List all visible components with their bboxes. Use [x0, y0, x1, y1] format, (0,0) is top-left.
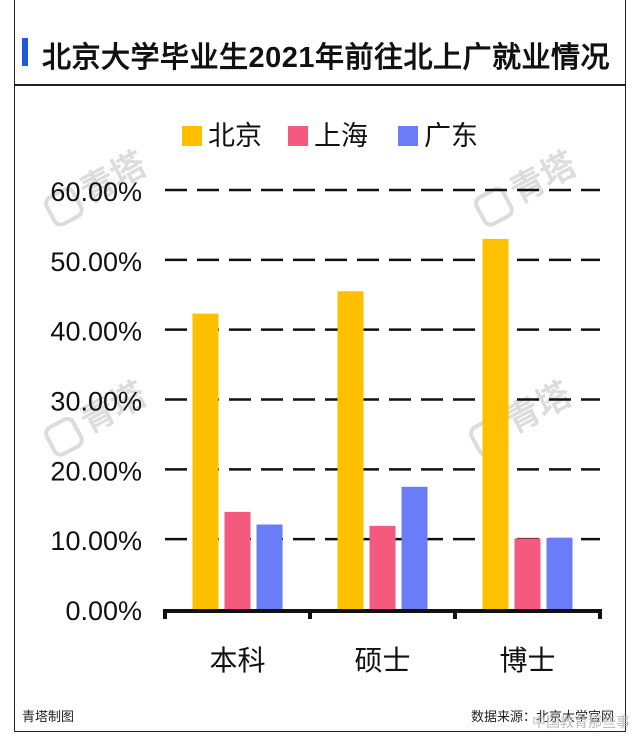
y-tick-label: 40.00% — [50, 317, 142, 347]
bar-广东-硕士 — [401, 486, 428, 609]
x-tick-label: 本科 — [209, 645, 265, 676]
legend-swatch-北京 — [182, 126, 202, 146]
y-tick-label: 30.00% — [50, 387, 142, 417]
bar-上海-本科 — [224, 511, 251, 609]
y-tick-label: 10.00% — [50, 526, 142, 556]
chart-title: 北京大学毕业生2021年前往北上广就业情况 — [42, 42, 611, 74]
footer-source: 数据来源：北京大学官网 — [470, 709, 614, 724]
legend-label-上海: 上海 — [314, 121, 368, 151]
bar-上海-博士 — [514, 538, 541, 609]
title-divider — [14, 84, 626, 86]
bar-广东-博士 — [546, 537, 573, 609]
bar-广东-本科 — [256, 524, 283, 609]
footer-credit: 青塔制图 — [22, 709, 75, 724]
legend-label-广东: 广东 — [424, 121, 478, 151]
corner-watermark: 中国教育那些事 — [532, 714, 630, 730]
legend-swatch-上海 — [288, 126, 308, 146]
bar-北京-硕士 — [337, 291, 364, 609]
legend-swatch-广东 — [398, 126, 418, 146]
y-tick-label: 50.00% — [50, 247, 142, 277]
title-accent-bar — [22, 38, 28, 66]
legend-label-北京: 北京 — [208, 121, 262, 151]
y-tick-label: 20.00% — [50, 456, 142, 486]
bar-上海-硕士 — [369, 525, 396, 609]
bar-chart: 0.00% 10.00% 20.00% 30.00% 40.00% 50.00% 60.00… — [50, 121, 602, 676]
x-tick-label: 硕士 — [354, 645, 410, 676]
title-row: 北京大学毕业生2021年前往北上广就业情况 — [14, 34, 614, 74]
bar-北京-本科 — [192, 313, 219, 609]
y-tick-label: 60.00% — [50, 177, 142, 207]
y-tick-label: 0.00% — [65, 596, 142, 626]
bar-北京-博士 — [482, 238, 509, 609]
x-tick-label: 博士 — [499, 645, 555, 676]
